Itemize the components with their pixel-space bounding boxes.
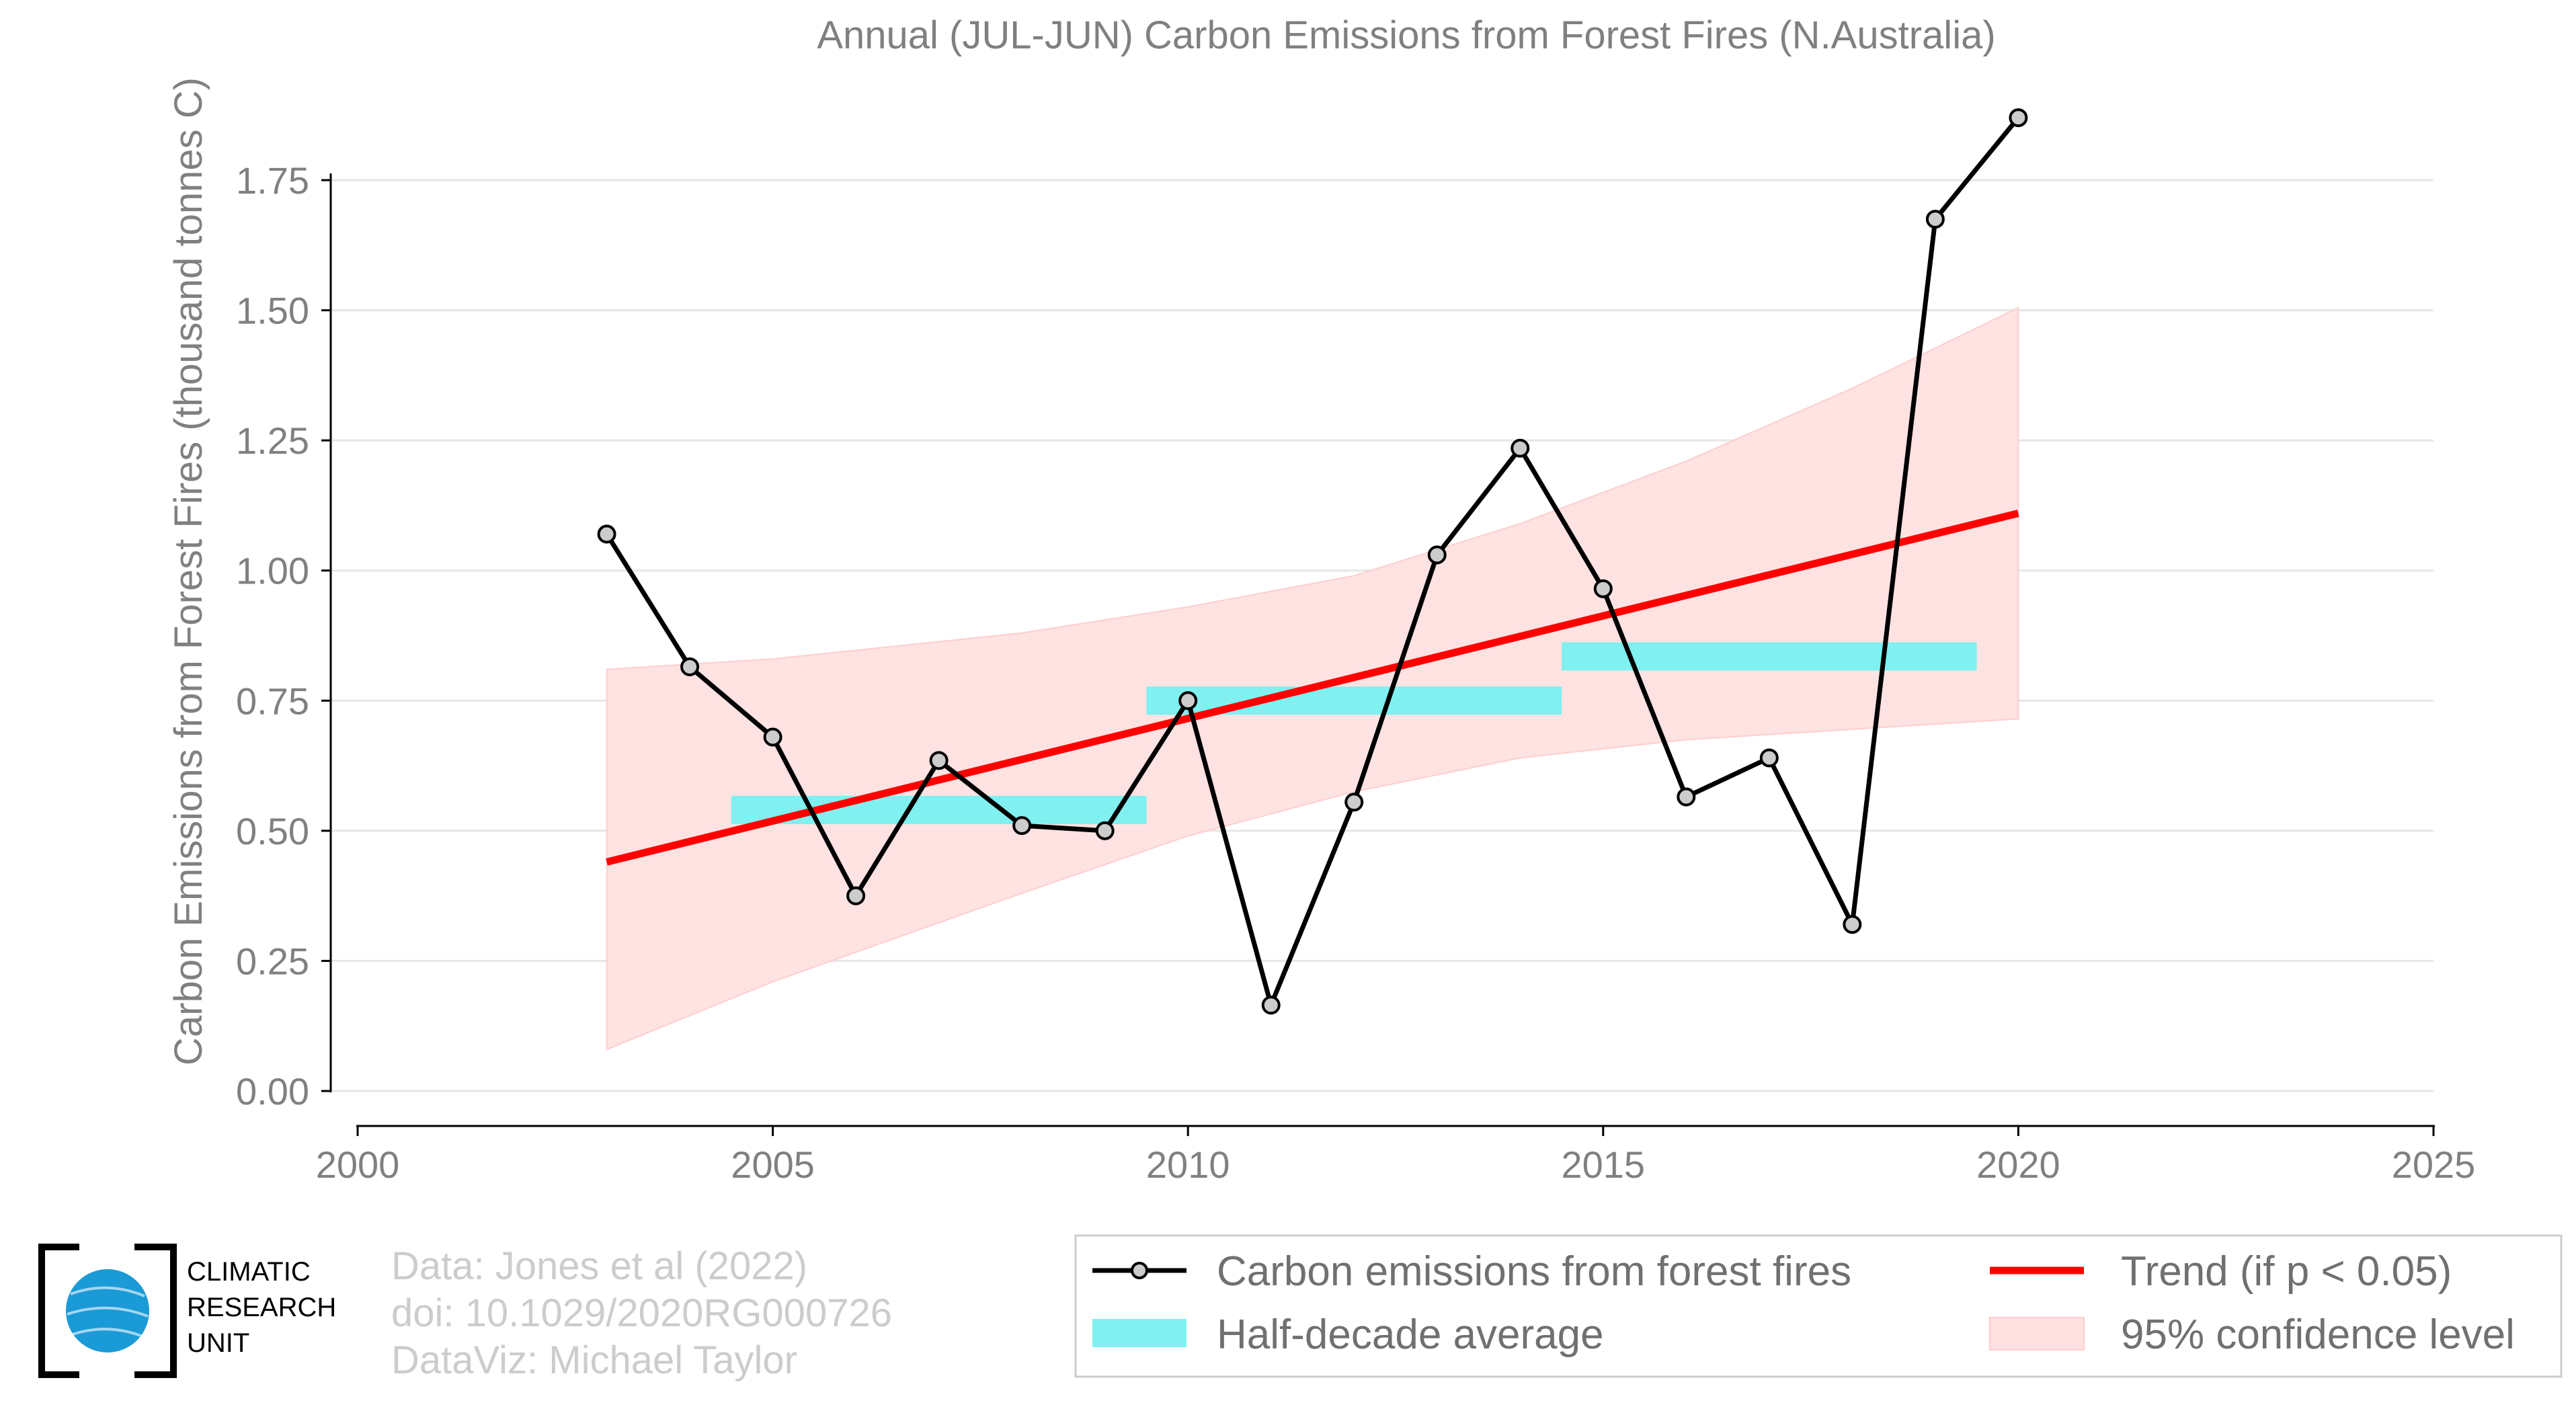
x-tick-label: 2000 (316, 1143, 400, 1186)
emissions-point (1012, 816, 1032, 836)
emissions-point (763, 727, 782, 747)
y-tick-label: 0.25 (236, 940, 309, 982)
legend-label-emissions: Carbon emissions from forest fires (1217, 1248, 1851, 1295)
x-tick-label: 2025 (2392, 1143, 2476, 1186)
chart-title: Annual (JUL-JUN) Carbon Emissions from F… (817, 13, 1995, 57)
legend-marker-swatch (1131, 1262, 1148, 1279)
globe-lines-icon (67, 1286, 149, 1338)
legend-label-half-decade: Half-decade average (1217, 1311, 1604, 1358)
legend-item-confidence: 95% confidence level (1989, 1311, 2515, 1358)
y-tick-label: 1.25 (236, 419, 309, 462)
emissions-point (1677, 787, 1696, 807)
legend-item-emissions: Carbon emissions from forest fires (1092, 1248, 1851, 1295)
legend-confidence-swatch (1989, 1317, 2085, 1350)
y-tick-label: 1.00 (236, 550, 309, 592)
cru-logo: CLIMATIC RESEARCH UNIT (38, 1244, 336, 1378)
emissions-point (1095, 821, 1115, 840)
tick-labels: 0.00 0.25 0.50 0.75 1.00 1.25 1.50 1.75 2000 2005… (236, 159, 2475, 1186)
emissions-point (1261, 996, 1281, 1015)
emissions-series-layer (597, 108, 2028, 1015)
emissions-point (680, 657, 700, 676)
logo-text-climatic: CLIMATIC (187, 1257, 311, 1287)
half-decade-average-layer (731, 642, 1977, 824)
credit-data: Data: Jones et al (2022) (391, 1244, 807, 1288)
credit-doi: doi: 10.1029/2020RG000726 (391, 1291, 892, 1335)
x-tick-label: 2010 (1146, 1143, 1230, 1186)
credits: Data: Jones et al (2022) doi: 10.1029/20… (391, 1244, 892, 1382)
y-tick-label: 1.75 (236, 159, 309, 202)
confidence-band (606, 307, 2019, 1051)
emissions-point (597, 524, 616, 544)
emissions-line (604, 116, 2021, 1008)
emissions-point (1427, 545, 1447, 565)
emissions-point (1925, 210, 1945, 229)
emissions-point (1344, 793, 1364, 812)
legend-label-trend: Trend (if p < 0.05) (2121, 1248, 2452, 1295)
emissions-point (1178, 691, 1198, 711)
y-tick-label: 0.00 (236, 1070, 309, 1113)
y-tick-label: 1.50 (236, 290, 309, 332)
axes (321, 173, 2435, 1136)
legend-frame (1074, 1234, 2563, 1378)
logo-text-research: RESEARCH (187, 1293, 336, 1322)
confidence-band-layer (606, 307, 2019, 1051)
emissions-point (1759, 748, 1779, 768)
half-decade-average-bar (731, 795, 1147, 824)
logo-bracket-right (134, 1244, 177, 1378)
emissions-point (1843, 915, 1862, 934)
emissions-point (846, 886, 866, 905)
emissions-point (2009, 108, 2028, 128)
logo-bracket-left (38, 1244, 79, 1378)
x-tick-label: 2015 (1562, 1143, 1646, 1186)
y-tick-label: 0.50 (236, 810, 309, 852)
legend: Carbon emissions from forest fires Trend… (1074, 1234, 2563, 1378)
trend-line (606, 510, 2019, 866)
y-tick-label: 0.75 (236, 680, 309, 722)
credit-dataviz: DataViz: Michael Taylor (391, 1338, 797, 1382)
emissions-point (929, 751, 949, 770)
legend-item-half-decade: Half-decade average (1092, 1311, 1604, 1358)
x-tick-label: 2005 (731, 1143, 815, 1186)
trend-line-layer (606, 510, 2019, 866)
legend-item-trend: Trend (if p < 0.05) (1990, 1248, 2452, 1295)
emissions-point (1593, 579, 1613, 598)
y-axis-label: Carbon Emissions from Forest Fires (thou… (167, 77, 210, 1065)
legend-label-confidence: 95% confidence level (2121, 1311, 2515, 1358)
x-tick-label: 2020 (1976, 1143, 2060, 1186)
emissions-point (1511, 438, 1530, 458)
legend-average-swatch (1092, 1319, 1186, 1347)
logo-text-unit: UNIT (187, 1328, 249, 1358)
